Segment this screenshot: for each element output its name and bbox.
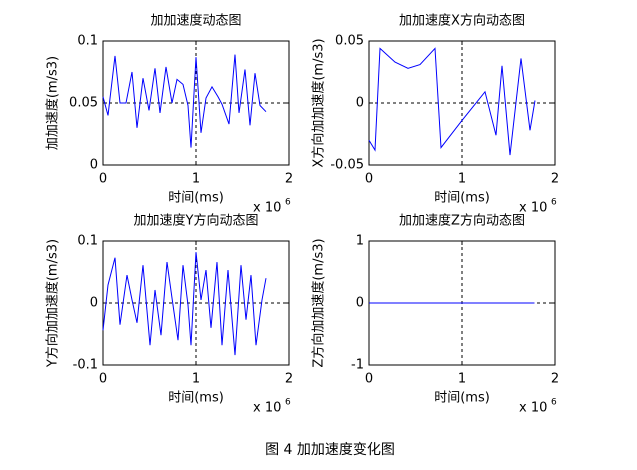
y-tick-label: 0.1 <box>77 34 98 49</box>
x-tick-label: 1 <box>192 172 200 187</box>
y-tick-label: 0.05 <box>69 96 98 111</box>
y-tick-label: 1 <box>356 234 364 249</box>
x-tick-label: 2 <box>551 172 559 187</box>
x-axis-label: 时间(ms) <box>168 391 224 406</box>
x-tick-label: 1 <box>458 372 466 387</box>
x-scale-power: 6 <box>551 398 557 408</box>
y-axis-label: 加加速度(m/s3) <box>45 56 61 150</box>
x-axis-label: 时间(ms) <box>434 391 490 406</box>
x-axis-label: 时间(ms) <box>434 191 490 206</box>
chart-title: 加加速度Y方向动态图 <box>134 213 259 229</box>
y-axis-label: Z方向加加速度(m/s3) <box>311 238 327 367</box>
x-axis-label: 时间(ms) <box>168 191 224 206</box>
x-scale-power: 6 <box>285 398 291 408</box>
y-tick-label: 0 <box>90 296 98 311</box>
x-scale-power: 6 <box>285 198 291 208</box>
x-tick-label: 2 <box>551 372 559 387</box>
x-tick-label: 0 <box>365 372 373 387</box>
x-tick-label: 1 <box>458 172 466 187</box>
y-tick-label: -0.05 <box>330 158 364 173</box>
y-tick-label: 0.1 <box>77 234 98 249</box>
y-tick-label: 0 <box>90 158 98 173</box>
y-tick-label: -1 <box>351 358 364 373</box>
x-scale-label: x 10 <box>519 201 547 216</box>
y-axis-label: Y方向加加速度(m/s3) <box>45 239 61 368</box>
y-tick-label: -0.1 <box>73 358 98 373</box>
x-tick-label: 1 <box>192 372 200 387</box>
data-line <box>102 252 267 356</box>
y-tick-label: 0 <box>356 96 364 111</box>
chart-title: 加加速度动态图 <box>150 13 241 29</box>
x-scale-label: x 10 <box>253 401 281 416</box>
chart-title: 加加速度Z方向动态图 <box>399 213 525 229</box>
x-tick-label: 0 <box>99 172 107 187</box>
x-scale-label: x 10 <box>253 201 281 216</box>
y-axis-label: X方向加加速度(m/s3) <box>311 38 327 167</box>
x-scale-power: 6 <box>551 198 557 208</box>
caption: 图 4 加加速度变化图 <box>265 442 395 458</box>
y-tick-label: 0 <box>356 296 364 311</box>
x-tick-label: 0 <box>99 372 107 387</box>
chart-title: 加加速度X方向动态图 <box>399 13 525 29</box>
y-tick-label: 0.05 <box>335 34 364 49</box>
data-line <box>368 47 536 156</box>
x-tick-label: 0 <box>365 172 373 187</box>
x-scale-label: x 10 <box>519 401 547 416</box>
x-tick-label: 2 <box>285 372 293 387</box>
data-line <box>102 54 267 148</box>
x-tick-label: 2 <box>285 172 293 187</box>
